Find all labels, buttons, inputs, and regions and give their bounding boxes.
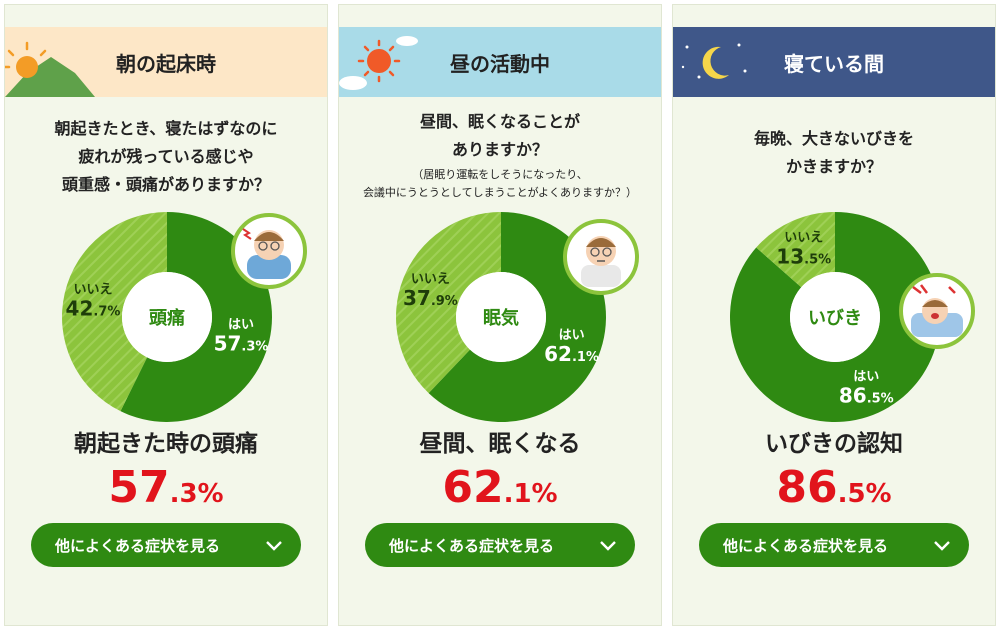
- headache-person-icon: [231, 213, 307, 289]
- slice-label-no: いいえ: [73, 283, 112, 298]
- question-text: 昼間、眠くなることが ありますか？ （居眠り運転をしそうになったり、 会議中にう…: [339, 108, 661, 202]
- card-header: 朝の起床時: [5, 27, 327, 97]
- card-header: 昼の活動中: [339, 27, 661, 97]
- card-title: 朝の起床時: [116, 51, 216, 76]
- result-value-int: 86: [776, 462, 838, 513]
- donut-center-label: 頭痛: [149, 307, 185, 329]
- button-label: 他によくある症状を見る: [55, 536, 221, 555]
- result-value-int: 57: [108, 462, 170, 513]
- button-label: 他によくある症状を見る: [723, 536, 889, 555]
- moon-stars-icon: [681, 43, 747, 79]
- question-line: かきますか？: [785, 157, 882, 176]
- result-label: 昼間、眠くなる: [419, 431, 581, 457]
- slice-value-yes: 57.3%: [214, 331, 269, 355]
- result-label: 朝起きた時の頭痛: [74, 431, 258, 457]
- card-title: 昼の活動中: [450, 51, 550, 76]
- slice-label-yes: はい: [853, 369, 879, 384]
- result-value: 62.1%: [339, 462, 661, 513]
- note-line: 会議中にうとうとしてしまうことがよくありますか？）: [362, 186, 638, 199]
- slice-yes: [730, 212, 940, 423]
- slice-label-no: いいえ: [784, 231, 823, 246]
- donut-center: [790, 272, 880, 362]
- card-night: 寝ている間 毎晩、大きないびきを かきますか？ いびき はい 86.5% いいえ 13.…: [672, 4, 996, 626]
- more-symptoms-button[interactable]: 他によくある症状を見る: [699, 523, 969, 567]
- snoring-person-icon: [899, 273, 975, 349]
- note-line: （居眠り運転をしそうになったり、: [412, 168, 588, 181]
- slice-label-no: いいえ: [411, 272, 450, 287]
- card-morning: 朝の起床時 朝起きたとき、寝たはずなのに 疲れが残っている感じや 頭重感・頭痛が…: [4, 4, 328, 626]
- slice-label-yes: はい: [228, 317, 254, 332]
- chevron-down-icon: [934, 541, 950, 551]
- slice-value-no: 37.9%: [403, 286, 458, 310]
- result-value-dec: .5%: [837, 479, 892, 509]
- slice-value-no: 42.7%: [66, 297, 121, 321]
- slice-value-yes: 86.5%: [839, 383, 894, 407]
- slice-value-yes: 62.1%: [544, 342, 599, 366]
- result-value: 57.3%: [5, 462, 327, 513]
- result-value: 86.5%: [673, 462, 995, 513]
- question-note: （居眠り運転をしそうになったり、 会議中にうとうとしてしまうことがよくありますか…: [339, 166, 661, 202]
- result-value-int: 62: [442, 462, 504, 513]
- sunrise-mountain-icon: [5, 41, 95, 97]
- slice-value-no: 13.5%: [776, 245, 831, 269]
- slice-label-yes: はい: [559, 328, 585, 343]
- question-line: ありますか？: [451, 140, 548, 159]
- sun-cloud-icon: [339, 36, 418, 90]
- slice-no: [62, 212, 168, 412]
- donut-center-label: 眠気: [483, 307, 519, 329]
- donut-center: [456, 272, 546, 362]
- card-title: 寝ている間: [784, 51, 884, 76]
- slice-no: [756, 212, 835, 288]
- question-line: 昼間、眠くなることが: [419, 112, 580, 131]
- more-symptoms-button[interactable]: 他によくある症状を見る: [365, 523, 635, 567]
- donut-center-label: いびき: [808, 308, 862, 329]
- question-line: 疲れが残っている感じや: [78, 147, 254, 166]
- result-value-dec: .1%: [503, 479, 558, 509]
- more-symptoms-button[interactable]: 他によくある症状を見る: [31, 523, 301, 567]
- card-header: 寝ている間: [673, 27, 995, 97]
- chevron-down-icon: [266, 541, 282, 551]
- question-line: 毎晩、大きないびきを: [753, 129, 914, 148]
- question-line: 朝起きたとき、寝たはずなのに: [54, 119, 278, 138]
- question-line: 頭重感・頭痛がありますか？: [61, 175, 270, 194]
- slice-no: [396, 212, 501, 394]
- card-daytime: 昼の活動中 昼間、眠くなることが ありますか？ （居眠り運転をしそうになったり、…: [338, 4, 662, 626]
- donut-center: [122, 272, 212, 362]
- result-value-dec: .3%: [169, 479, 224, 509]
- question-text: 朝起きたとき、寝たはずなのに 疲れが残っている感じや 頭重感・頭痛がありますか？: [5, 115, 327, 199]
- question-text: 毎晩、大きないびきを かきますか？: [673, 125, 995, 181]
- chevron-down-icon: [600, 541, 616, 551]
- result-label: いびきの認知: [765, 431, 903, 457]
- slice-yes: [428, 212, 606, 422]
- button-label: 他によくある症状を見る: [389, 536, 555, 555]
- sleepy-person-icon: [563, 219, 639, 295]
